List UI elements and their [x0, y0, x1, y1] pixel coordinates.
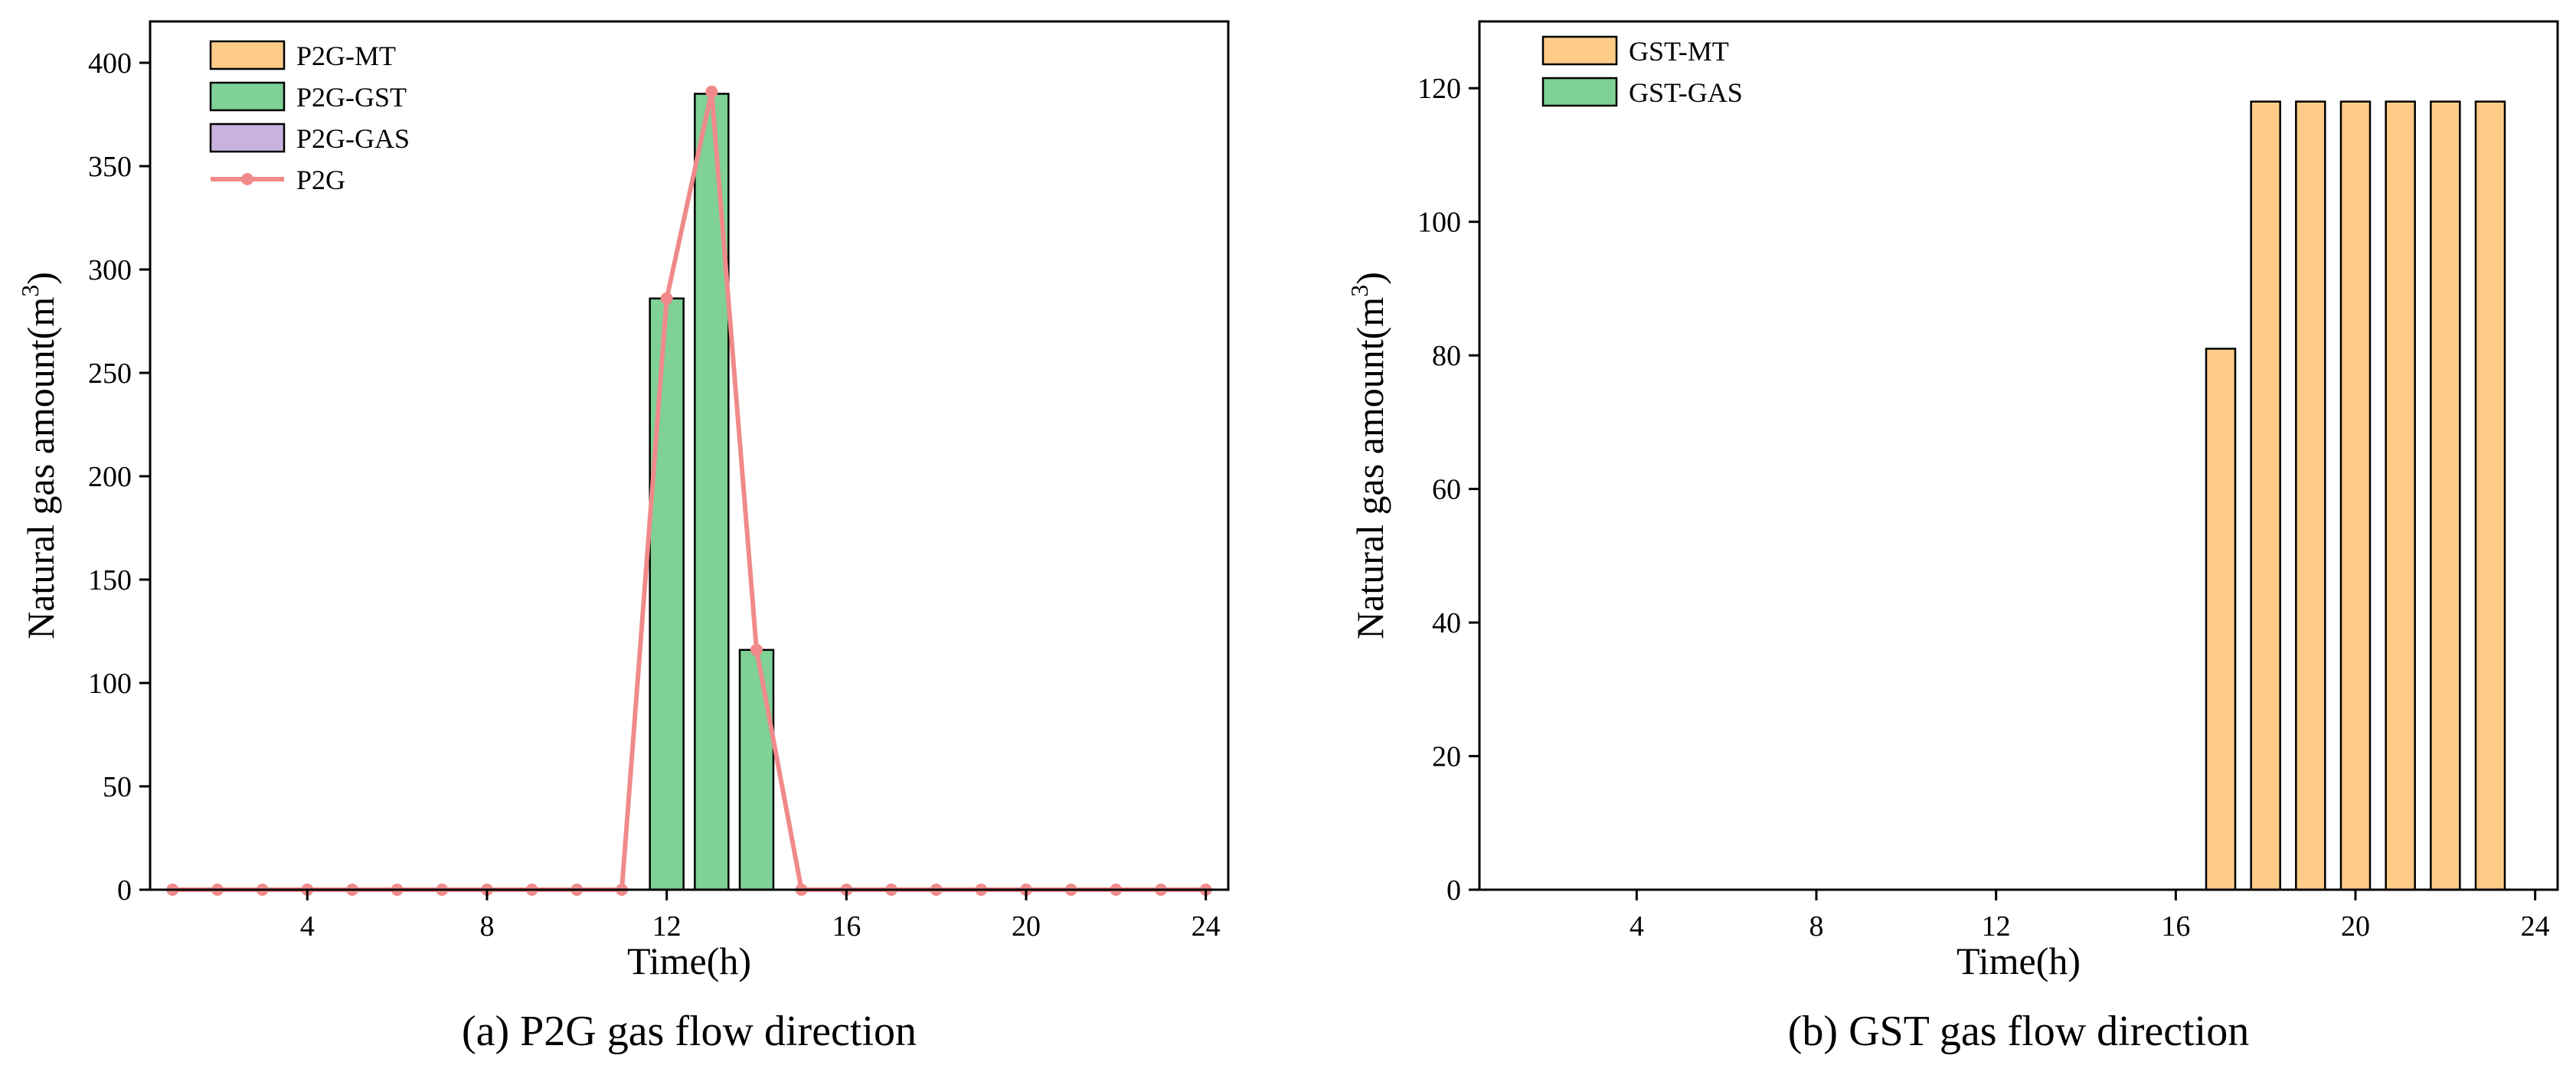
x-tick-label: 12 [652, 910, 682, 943]
y-axis-label-end: ) [1348, 272, 1391, 285]
y-axis-label-superscript: 3 [1345, 285, 1373, 297]
y-tick-label: 120 [1417, 73, 1461, 105]
y-tick-label: 0 [1447, 874, 1461, 907]
point-p2g-t14 [750, 643, 763, 656]
legend-swatch-gst-gas [1541, 77, 1618, 107]
x-tick-label: 12 [1982, 910, 2011, 943]
legend-label-p2g-gst: P2G-GST [296, 82, 407, 113]
legend-label-p2g-gas: P2G-GAS [296, 123, 410, 154]
x-tick-label: 8 [480, 910, 495, 943]
x-axis-label: Time(h) [627, 939, 751, 982]
y-axis-label: Natural gas amount(m3) [1345, 272, 1391, 639]
bar-gst-mt-t17 [2205, 348, 2237, 891]
y-axis-label-superscript: 3 [16, 285, 44, 297]
legend-swatch-p2g-mt [209, 40, 286, 70]
legend-swatch-gst-mt [1541, 35, 1618, 66]
y-tick-label: 200 [88, 461, 132, 493]
y-tick-label: 400 [88, 47, 132, 80]
x-tick-label: 16 [2161, 910, 2190, 943]
x-tick-label: 16 [832, 910, 861, 943]
x-tick-label: 24 [1192, 910, 1221, 943]
y-axis-label-main: Natural gas amount(m [19, 297, 62, 639]
plot-frame [1478, 20, 2559, 891]
y-axis-label-end: ) [19, 272, 62, 285]
y-tick-label: 150 [88, 564, 132, 596]
point-p2g-t13 [705, 85, 718, 98]
y-tick-label: 300 [88, 254, 132, 286]
bar-gst-mt-t19 [2295, 100, 2326, 891]
bar-gst-mt-t18 [2250, 100, 2281, 891]
x-tick-label: 8 [1809, 910, 1824, 943]
y-tick-label: 60 [1432, 474, 1461, 506]
y-tick-label: 0 [117, 874, 132, 907]
bar-gst-mt-t20 [2339, 100, 2372, 891]
line-p2g [172, 89, 1206, 892]
y-tick-label: 100 [88, 668, 132, 700]
x-axis-label: Time(h) [1957, 939, 2081, 982]
y-tick-label: 20 [1432, 741, 1461, 773]
y-tick-label: 250 [88, 358, 132, 390]
y-tick-label: 350 [88, 151, 132, 183]
bar-p2g-gst-t12 [649, 297, 685, 891]
legend-label-gst-gas: GST-GAS [1629, 77, 1743, 108]
y-tick-label: 80 [1432, 340, 1461, 372]
x-tick-label: 4 [300, 910, 315, 943]
x-tick-label: 20 [1012, 910, 1041, 943]
chart-caption: (b) GST gas flow direction [1788, 1008, 2249, 1055]
y-axis-label: Natural gas amount(m3) [16, 272, 62, 639]
legend-marker-p2g [241, 173, 253, 185]
bar-p2g-gst-t14 [738, 649, 775, 891]
y-tick-label: 50 [103, 771, 132, 803]
chart-gst-gas-flow: 0 20 40 60 80 100 120 4 8 12 16 20 24 Time(h) Natural … [1345, 20, 2559, 1055]
bar-gst-mt-t21 [2385, 100, 2416, 891]
y-axis-label-main: Natural gas amount(m [1348, 297, 1391, 639]
point-p2g-t12 [660, 292, 673, 305]
legend-swatch-p2g-gst [209, 81, 286, 112]
bar-gst-mt-t22 [2430, 100, 2461, 891]
x-tick-label: 4 [1630, 910, 1644, 943]
bar-gst-mt-t23 [2474, 100, 2506, 891]
chart-p2g-gas-flow: 0 50 100 150 200 250 300 350 400 4 8 12 16 20 24 Time(h… [16, 20, 1230, 1055]
y-tick-label: 40 [1432, 607, 1461, 639]
legend-label-gst-mt: GST-MT [1629, 36, 1729, 67]
plot-frame [149, 20, 1230, 891]
y-tick-label: 100 [1417, 207, 1461, 239]
chart-caption: (a) P2G gas flow direction [462, 1008, 917, 1055]
legend-swatch-p2g-gas [209, 123, 286, 153]
legend-label-p2g: P2G [296, 165, 345, 195]
legend-label-p2g-mt: P2G-MT [296, 41, 396, 71]
x-tick-label: 24 [2521, 910, 2550, 943]
x-tick-label: 20 [2341, 910, 2370, 943]
